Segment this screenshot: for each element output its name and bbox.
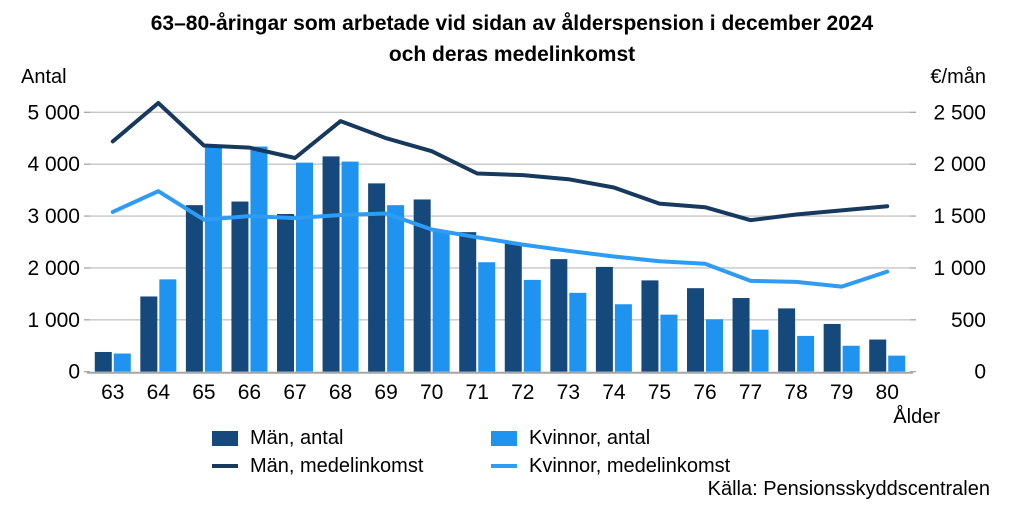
x-axis-label-77: 77	[739, 381, 762, 404]
x-axis-label-68: 68	[329, 381, 352, 404]
y-axis-label-right-2500: 2 500	[933, 101, 986, 124]
y-axis-label-right-0: 0	[974, 361, 986, 384]
bar-men-count-69	[368, 183, 386, 372]
bar-women-count-73	[569, 292, 587, 372]
x-axis-label-80: 80	[876, 381, 899, 404]
bar-men-count-80	[869, 339, 887, 372]
bar-women-count-80	[888, 355, 906, 372]
bar-men-count-75	[641, 280, 659, 372]
bar-women-count-78	[797, 335, 815, 372]
bar-men-count-66	[231, 201, 249, 372]
source-caption: Källa: Pensionsskyddscentralen	[707, 478, 990, 500]
y-axis-label-right-1000: 1 000	[933, 257, 986, 280]
left-axis-unit-label: Antal	[21, 66, 67, 88]
x-axis-label-64: 64	[147, 381, 171, 404]
bar-men-count-73	[550, 259, 568, 372]
x-axis-label-78: 78	[784, 381, 807, 404]
right-axis-unit-label: €/mån	[930, 66, 986, 88]
legend-label: Kvinnor, antal	[529, 426, 651, 449]
x-axis-label-75: 75	[648, 381, 671, 404]
bar-men-count-70	[413, 199, 431, 372]
bar-women-count-65	[204, 147, 222, 372]
y-axis-label-left-0: 0	[68, 361, 80, 384]
chart-title: 63–80-åringar som arbetade vid sidan av …	[150, 12, 874, 35]
bar-women-count-69	[387, 205, 405, 372]
bar-women-count-76	[706, 319, 723, 372]
legend-item-women-count: Kvinnor, antal	[491, 424, 650, 452]
x-axis-label-63: 63	[101, 381, 124, 404]
bar-women-count-74	[614, 304, 632, 372]
x-axis-label-67: 67	[283, 381, 306, 404]
bar-women-count-70	[432, 231, 450, 372]
bar-women-count-64	[159, 279, 177, 372]
bar-women-count-63	[113, 353, 131, 372]
y-axis-label-left-3000: 3 000	[27, 205, 80, 228]
bar-men-count-68	[322, 156, 340, 372]
bar-women-count-79	[842, 345, 860, 372]
bar-women-count-72	[523, 279, 541, 372]
chart-subtitle: och deras medelinkomst	[388, 43, 636, 66]
bar-women-count-71	[478, 262, 496, 372]
bar-men-count-74	[595, 266, 613, 372]
x-axis-label-69: 69	[374, 381, 397, 404]
bar-women-count-66	[250, 146, 268, 372]
legend-item-women-income: Kvinnor, medelinkomst	[491, 452, 730, 480]
legend-label: Män, antal	[250, 426, 344, 449]
y-axis-label-left-1000: 1 000	[27, 309, 80, 332]
bar-men-count-65	[185, 205, 203, 372]
x-axis-label-70: 70	[420, 381, 443, 404]
legend-item-men-income: Män, medelinkomst	[212, 452, 423, 480]
x-axis-label-65: 65	[192, 381, 215, 404]
x-axis-title: Ålder	[893, 406, 940, 428]
bar-men-count-67	[277, 213, 294, 372]
line-men-income	[110, 101, 890, 223]
bar-men-count-72	[504, 243, 522, 372]
women-count-swatch-icon	[491, 430, 517, 446]
bar-men-count-78	[778, 308, 796, 372]
bar-men-count-79	[823, 323, 841, 372]
x-axis-label-79: 79	[830, 381, 853, 404]
y-axis-label-left-5000: 5 000	[27, 101, 80, 124]
bar-women-count-68	[341, 161, 359, 372]
y-axis-label-left-4000: 4 000	[27, 153, 80, 176]
legend-label: Kvinnor, medelinkomst	[529, 454, 731, 477]
bar-men-count-64	[140, 296, 158, 372]
x-axis-label-66: 66	[238, 381, 261, 404]
y-axis-label-right-500: 500	[951, 309, 986, 332]
x-axis-label-73: 73	[557, 381, 580, 404]
line-women-income	[110, 189, 890, 289]
bar-women-count-67	[296, 162, 313, 372]
bar-men-count-63	[94, 351, 112, 372]
y-axis-label-right-1500: 1 500	[933, 205, 986, 228]
y-axis-label-right-2000: 2 000	[933, 153, 986, 176]
bar-men-count-76	[687, 288, 704, 372]
bar-women-count-77	[751, 329, 769, 372]
legend-label: Män, medelinkomst	[250, 454, 424, 477]
women-income-swatch-icon	[491, 464, 517, 468]
legend-item-men-count: Män, antal	[212, 424, 343, 452]
x-axis-label-76: 76	[693, 381, 716, 404]
x-axis-label-74: 74	[602, 381, 626, 404]
x-axis-label-71: 71	[466, 381, 489, 404]
bar-women-count-75	[660, 314, 678, 372]
bar-men-count-77	[732, 298, 750, 372]
men-income-swatch-icon	[212, 464, 238, 468]
y-axis-label-left-2000: 2 000	[27, 257, 80, 280]
men-count-swatch-icon	[212, 430, 238, 446]
bar-men-count-71	[459, 232, 477, 372]
x-axis-label-72: 72	[511, 381, 534, 404]
